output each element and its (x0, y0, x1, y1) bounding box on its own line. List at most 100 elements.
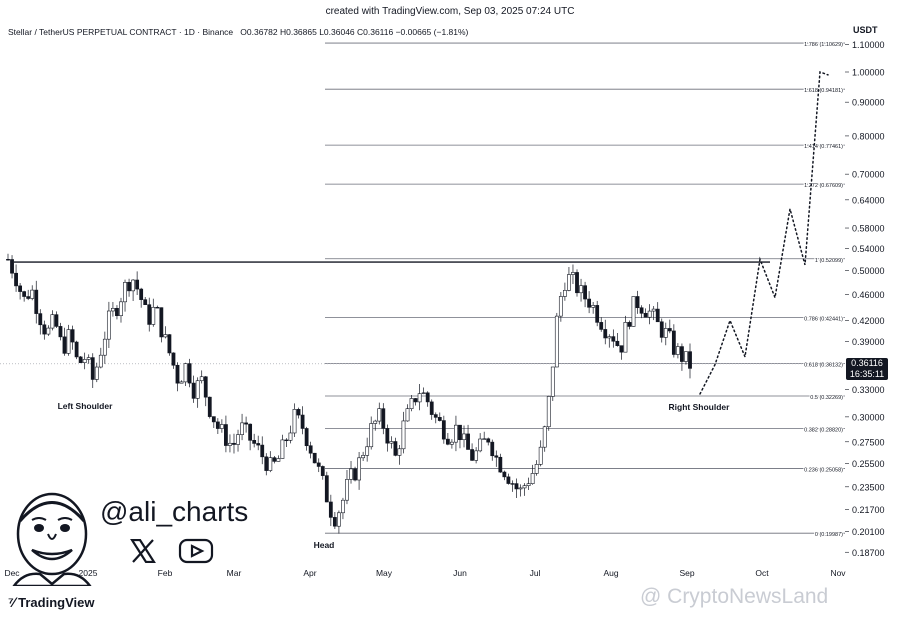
x-logo-icon[interactable] (129, 538, 157, 568)
candle (211, 416, 216, 428)
candle (256, 435, 261, 451)
price-tick-label: 0.80000 (852, 131, 885, 141)
candle-body (50, 314, 55, 329)
time-tick-label: May (376, 568, 393, 578)
candle (377, 402, 382, 425)
candle (127, 278, 131, 297)
candle-body (308, 445, 313, 454)
fib-retracement: 0 (0.19987) 0.236 (0.25058) 0.382 (0.28820… (0, 41, 845, 539)
candle (558, 292, 563, 322)
candle (171, 352, 176, 369)
candle (458, 424, 462, 449)
candle (546, 395, 551, 431)
tradingview-logo-icon: ⁷⁄ (8, 594, 15, 610)
projection-path (699, 70, 829, 395)
candle (228, 434, 232, 453)
candle-body (502, 471, 507, 478)
candle (219, 419, 224, 433)
candle (341, 497, 345, 520)
candle (14, 264, 18, 292)
candle (611, 329, 616, 348)
candle-body (466, 433, 470, 450)
candle (417, 383, 422, 411)
price-tick-label: 0.50000 (852, 266, 885, 276)
candle (82, 352, 87, 370)
currency-label[interactable]: USDT (853, 25, 878, 35)
candle (482, 431, 487, 440)
candle-body (663, 328, 668, 338)
candle (534, 460, 539, 476)
candle-body (429, 401, 434, 415)
candle-body (675, 346, 680, 355)
candle-body (615, 340, 620, 346)
candle (675, 343, 680, 359)
fib-label: 1 (0.52099) (815, 258, 843, 264)
candle (135, 271, 140, 296)
bar-countdown: 16:35:11 (849, 369, 885, 379)
candle-body (595, 305, 600, 323)
candle-body (470, 449, 474, 461)
candle-body (659, 321, 664, 338)
candle-body (284, 439, 289, 442)
candle-body (684, 351, 688, 362)
price-tick-label: 0.42000 (852, 316, 885, 326)
author-handle: @ali_charts (100, 496, 249, 527)
candle (74, 340, 79, 360)
candle (651, 306, 656, 321)
candle-body (393, 441, 398, 456)
candle (272, 455, 277, 464)
price-tick-label: 0.58000 (852, 224, 885, 234)
candle-body (450, 441, 454, 445)
candle (268, 451, 273, 473)
candle-body (252, 440, 257, 444)
candle (42, 320, 47, 340)
candle-body (147, 304, 152, 325)
candle (639, 305, 644, 319)
price-tick-label: 0.21700 (852, 505, 885, 515)
candle-body (575, 272, 579, 294)
candle-body (421, 392, 426, 394)
price-tick-label: 0.30000 (852, 412, 885, 422)
candle-body (546, 396, 551, 428)
candle (667, 319, 672, 334)
symbol-name[interactable]: Stellar / TetherUS PERPETUAL CONTRACT · … (8, 27, 234, 37)
candle (405, 404, 410, 422)
candle (365, 437, 370, 462)
candle (680, 343, 684, 371)
candle (26, 289, 31, 301)
tradingview-logo[interactable]: ⁷⁄ TradingView (8, 594, 94, 610)
candle-body (195, 380, 200, 399)
price-tick-label: 0.18700 (852, 548, 885, 558)
candle-body (46, 327, 51, 335)
candle (607, 334, 612, 348)
candle-body (127, 282, 131, 292)
candle-body (215, 421, 220, 429)
candle-body (591, 305, 596, 308)
candle (155, 305, 160, 309)
candle-body (155, 306, 160, 309)
candle-body (179, 381, 184, 384)
candle-body (381, 408, 386, 429)
candle-body (82, 359, 87, 363)
candle-body (413, 398, 418, 403)
candle-body (587, 298, 592, 308)
candle-body (151, 306, 156, 325)
youtube-icon[interactable] (178, 538, 214, 569)
candle (296, 407, 301, 419)
candle-body (203, 376, 208, 398)
candle-body (688, 351, 692, 369)
candle-body (232, 442, 236, 445)
candle-body (300, 414, 305, 429)
candle (328, 494, 333, 527)
candle (248, 423, 253, 451)
candle-body (510, 483, 515, 485)
candle (627, 320, 632, 330)
candle (688, 343, 692, 379)
pattern-label: Left Shoulder (58, 401, 113, 411)
time-tick-label: Nov (830, 568, 846, 578)
candle-body (58, 326, 63, 338)
candle-body (248, 423, 253, 441)
candle-body (369, 423, 374, 448)
candle-body (62, 336, 67, 354)
